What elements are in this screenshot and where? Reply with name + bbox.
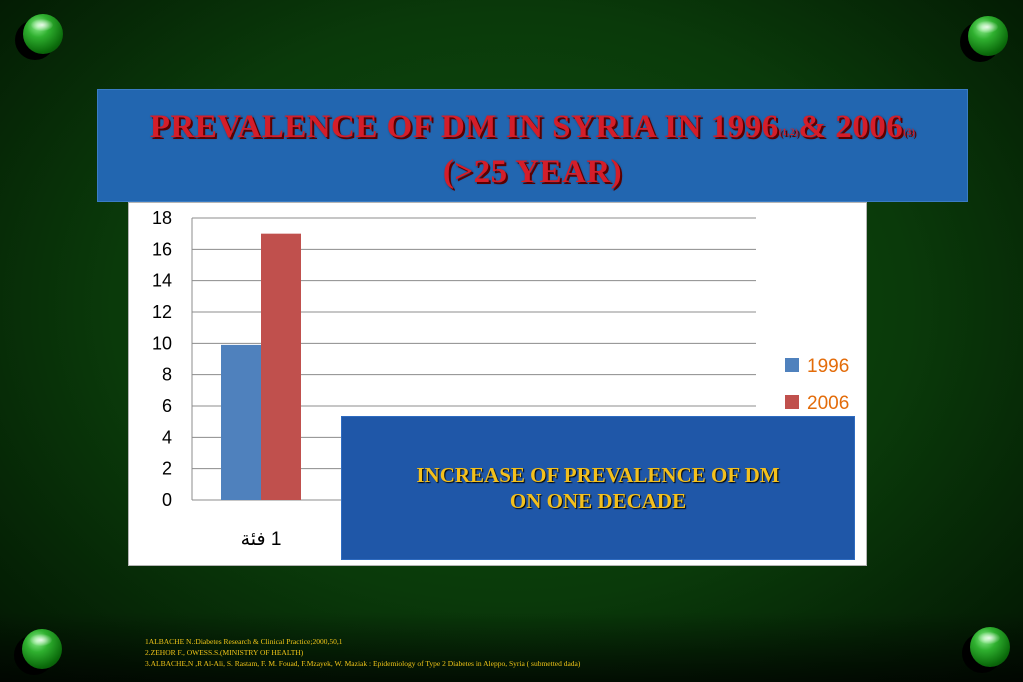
legend-swatch-2006 [785,395,799,409]
y-tick-label: 14 [152,271,172,291]
reference-3: 3.ALBACHE,N ,R Al-Ali, S. Rastam, F. M. … [145,659,581,668]
legend-label-2006: 2006 [807,393,849,414]
decorative-ball-top-right [960,16,1008,62]
y-tick-label: 8 [162,365,172,385]
y-tick-label: 4 [162,427,172,447]
title-line-2: (>25 YEAR) [442,154,623,190]
decorative-ball-top-left [15,14,63,60]
references: 1ALBACHE N.:Diabetes Research & Clinical… [145,636,580,669]
bar-chart: 0 2 4 6 8 10 12 14 16 18 1 فئة 1996 2006 [152,208,849,550]
title-line-1: PREVALENCE OF DM IN SYRIA IN 1996(1,2)& … [98,108,967,153]
title-part-b: & 2006 [798,109,904,145]
title-part-a: PREVALENCE OF DM IN SYRIA IN 1996 [149,109,779,145]
conclusion-line-2: ON ONE DECADE [509,489,687,513]
legend-label-1996: 1996 [807,356,849,377]
bar-1996 [221,344,261,500]
title-ref-1: (1,2) [778,127,799,137]
reference-1: 1ALBACHE N.:Diabetes Research & Clinical… [145,637,343,646]
reference-2: 2.ZEHOR F., OWESS.S.(MINISTRY OF HEALTH) [145,648,304,657]
y-tick-label: 2 [162,459,172,479]
y-tick-label: 6 [162,396,172,416]
y-tick-label: 10 [152,333,172,353]
y-tick-label: 12 [152,302,172,322]
title-box: PREVALENCE OF DM IN SYRIA IN 1996(1,2)& … [97,89,968,202]
bottom-shadow-band [0,612,1023,682]
legend-swatch-1996 [785,358,799,372]
x-category-label: 1 فئة [241,529,282,550]
title-ref-2: (3) [903,127,916,137]
conclusion-line-1: INCREASE OF PREVALENCE OF DM [416,463,780,487]
y-tick-label: 18 [152,208,172,228]
bar-2006 [261,233,301,500]
y-tick-label: 16 [152,239,172,259]
y-tick-label: 0 [162,490,172,510]
decorative-ball-bottom-right [962,627,1010,673]
conclusion-box: INCREASE OF PREVALENCE OF DM ON ONE DECA… [341,416,855,560]
decorative-ball-bottom-left [14,629,62,675]
